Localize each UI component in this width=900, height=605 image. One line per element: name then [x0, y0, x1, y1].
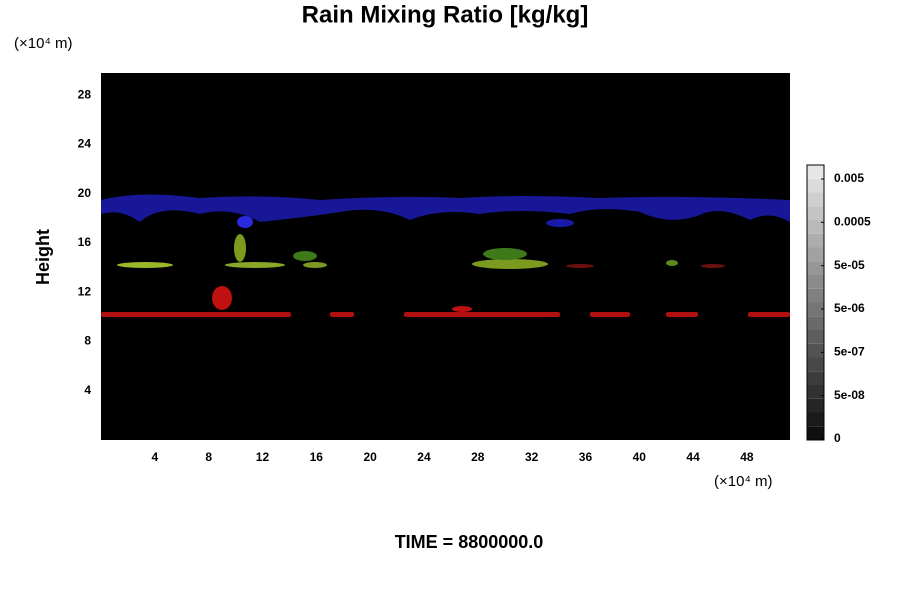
blue-blob [546, 219, 574, 227]
red-band [101, 312, 291, 317]
colorbar-band [807, 165, 824, 179]
x-tick-label: 28 [471, 450, 485, 464]
green-blob [666, 260, 678, 266]
y-tick-label: 8 [84, 334, 91, 348]
footer: TIME = 8800000.0 [395, 532, 544, 552]
y-tick-label: 24 [78, 137, 92, 151]
y-tick-label: 20 [78, 186, 92, 200]
green-band [303, 262, 327, 268]
red-blob [212, 286, 232, 310]
colorbar-tick-label: 0.0005 [834, 215, 871, 229]
blue-blob [237, 216, 253, 228]
y-tick-label: 12 [78, 284, 92, 298]
red-band [404, 312, 560, 317]
colorbar-band [807, 330, 824, 344]
colorbar-tick-label: 5e-07 [834, 345, 865, 359]
x-tick-label: 40 [633, 450, 647, 464]
red-band [666, 312, 698, 317]
colorbar-band [807, 261, 824, 275]
colorbar-band [807, 426, 824, 440]
colorbar-band [807, 275, 824, 289]
x-tick-label: 48 [740, 450, 754, 464]
y-tick-label: 4 [84, 383, 91, 397]
y-tick-label: 28 [78, 87, 92, 101]
green-band [472, 259, 548, 269]
red-band [701, 264, 725, 268]
colorbar-band [807, 302, 824, 317]
colorbar-band [807, 220, 824, 234]
colorbar-tick-label: 0.005 [834, 171, 864, 185]
x-tick-label: 44 [686, 450, 700, 464]
colorbar-frame [806, 164, 825, 441]
x-tick-label: 16 [310, 450, 324, 464]
red-band [330, 312, 354, 317]
colorbar-band [807, 206, 824, 220]
y-unit: (×10⁴ m) [14, 35, 73, 52]
colorbar-band [807, 412, 824, 427]
x-tick-label: 32 [525, 450, 539, 464]
colorbar-band [807, 233, 824, 248]
red-blob [452, 306, 472, 312]
green-blob [483, 248, 527, 260]
red-band [590, 312, 630, 317]
colorbar-band [807, 178, 824, 193]
field [101, 194, 790, 317]
colorbar-band [807, 357, 824, 372]
x-tick-label: 4 [151, 450, 158, 464]
red-band [566, 264, 594, 268]
chart-title: Rain Mixing Ratio [kg/kg] [302, 1, 589, 28]
green-band [117, 262, 173, 268]
colorbar-band [807, 247, 824, 262]
colorbar-tick-label: 5e-06 [834, 301, 865, 315]
y-axis-label: Height [33, 229, 53, 285]
colorbar-tick-label: 0 [834, 431, 841, 445]
colorbar-tick-label: 5e-08 [834, 388, 865, 402]
x-unit: (×10⁴ m) [714, 473, 773, 490]
x-tick-label: 20 [363, 450, 377, 464]
plot-area [101, 73, 790, 440]
green-band [225, 262, 285, 268]
colorbar-band [807, 192, 824, 207]
x-tick-label: 24 [417, 450, 431, 464]
colorbar-tick-label: 5e-05 [834, 258, 865, 272]
colorbar-band [807, 343, 824, 358]
colorbar-band [807, 385, 824, 399]
y-tick-label: 16 [78, 235, 92, 249]
x-tick-label: 36 [579, 450, 593, 464]
colorbar-band [807, 316, 824, 330]
green-blob [293, 251, 317, 261]
red-band [748, 312, 790, 317]
x-tick-label: 8 [205, 450, 212, 464]
colorbar-band [807, 371, 824, 385]
blue-region [101, 194, 790, 222]
x-tick-label: 12 [256, 450, 270, 464]
colorbar-band [807, 288, 824, 303]
green-blob [234, 234, 246, 262]
colorbar-band [807, 398, 824, 413]
